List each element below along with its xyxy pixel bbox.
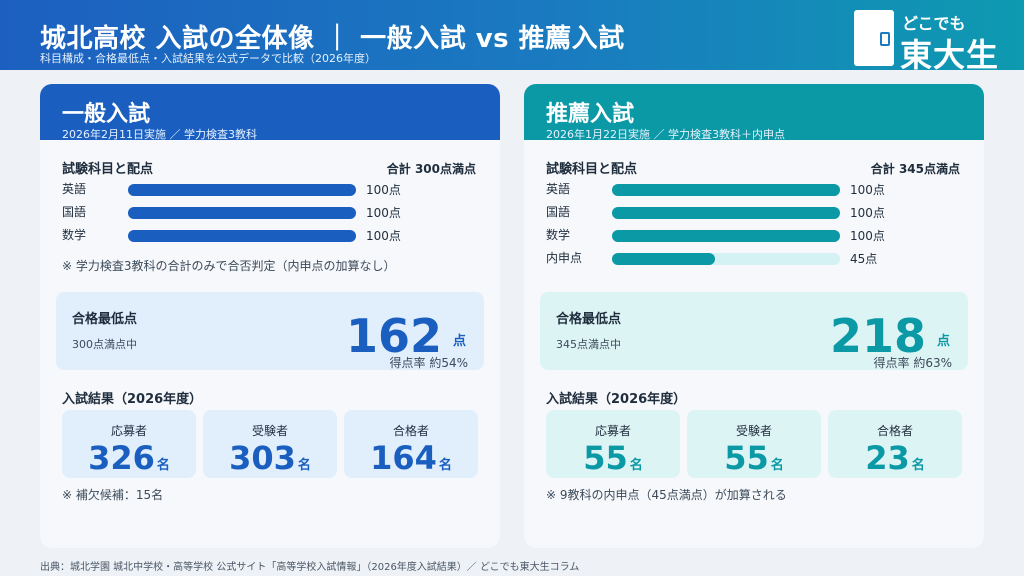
subject-bar-fill — [128, 230, 356, 242]
min-score-value: 162 — [345, 309, 442, 363]
subject-score: 100点 — [366, 229, 401, 243]
header-banner: 城北高校 入試の全体像 ｜ 一般入試 vs 推薦入試 科目構成・合格最低点・入試… — [0, 0, 1024, 74]
general-min-score-box: 合格最低点 300点満点中 162 点 得点率 約54% — [56, 292, 484, 370]
subject-bar-track — [128, 207, 356, 219]
subject-score: 45点 — [850, 252, 878, 266]
subject-row: 国語 100点 — [546, 203, 966, 221]
stat-applicants: 応募者 55 名 — [546, 410, 680, 478]
logo-text-bottom: 東大生 — [900, 36, 1000, 74]
subject-score: 100点 — [850, 229, 885, 243]
min-score-value: 218 — [829, 309, 926, 363]
stat-unit: 名 — [156, 458, 170, 473]
general-card-meta: 2026年2月11日実施 ／ 学力検査3教科 — [62, 128, 257, 141]
subject-row: 数学 100点 — [62, 226, 482, 244]
stat-label: 合格者 — [876, 424, 913, 438]
min-score-unit: 点 — [936, 334, 950, 349]
site-logo[interactable]: どこでも 東大生 — [852, 8, 1020, 74]
general-subjects-label: 試験科目と配点 — [62, 162, 154, 177]
stat-unit: 名 — [438, 458, 452, 473]
min-score-label: 合格最低点 — [556, 312, 622, 327]
subject-bar-fill — [128, 207, 356, 219]
subject-score: 100点 — [850, 206, 885, 220]
subject-row: 内申点 45点 — [546, 249, 966, 267]
stat-label: 受験者 — [735, 424, 772, 438]
subject-bar-fill — [612, 207, 840, 219]
subject-row: 英語 100点 — [62, 180, 482, 198]
recommend-exam-card: 推薦入試 2026年1月22日実施 ／ 学力検査3教科＋内申点 試験科目と配点 … — [524, 84, 984, 548]
subject-score: 100点 — [366, 183, 401, 197]
general-results-note: ※ 補欠候補：15名 — [62, 488, 164, 502]
stat-value: 164 — [370, 439, 437, 477]
min-score-rate: 得点率 約63% — [873, 356, 953, 370]
subject-name: 英語 — [546, 182, 571, 196]
subject-bar-track — [612, 184, 840, 196]
stat-unit: 名 — [629, 458, 643, 473]
subject-score: 100点 — [366, 206, 401, 220]
subject-bar-track — [612, 230, 840, 242]
book-icon — [854, 10, 894, 66]
logo-text-top: どこでも — [902, 14, 966, 33]
subject-score: 100点 — [850, 183, 885, 197]
recommend-card-meta: 2026年1月22日実施 ／ 学力検査3教科＋内申点 — [546, 128, 785, 141]
subject-bar-fill — [612, 184, 840, 196]
subject-name: 内申点 — [546, 251, 583, 265]
stat-passers: 合格者 164 名 — [344, 410, 478, 478]
general-results-label: 入試結果（2026年度） — [62, 392, 203, 407]
stat-label: 応募者 — [594, 424, 631, 438]
subject-name: 国語 — [62, 205, 87, 219]
general-exam-card: 一般入試 2026年2月11日実施 ／ 学力検査3教科 試験科目と配点 合計 3… — [40, 84, 500, 548]
stat-unit: 名 — [297, 458, 311, 473]
stat-label: 応募者 — [110, 424, 147, 438]
stat-passers: 合格者 23 名 — [828, 410, 962, 478]
subject-row: 英語 100点 — [546, 180, 966, 198]
stat-value: 326 — [88, 439, 155, 477]
recommend-subjects-label: 試験科目と配点 — [546, 162, 638, 177]
subject-bar-fill — [612, 253, 715, 265]
min-score-label: 合格最低点 — [72, 312, 138, 327]
subject-bar-fill — [612, 230, 840, 242]
min-score-unit: 点 — [452, 334, 466, 349]
min-score-sub: 345点満点中 — [556, 338, 621, 351]
subject-row: 国語 100点 — [62, 203, 482, 221]
subject-name: 国語 — [546, 205, 571, 219]
stat-unit: 名 — [911, 458, 925, 473]
min-score-sub: 300点満点中 — [72, 338, 137, 351]
recommend-card-header: 推薦入試 2026年1月22日実施 ／ 学力検査3教科＋内申点 — [524, 84, 984, 141]
min-score-rate: 得点率 約54% — [389, 356, 469, 370]
stat-value: 55 — [583, 439, 628, 477]
subject-bar-track — [612, 253, 840, 265]
stat-unit: 名 — [770, 458, 784, 473]
general-card-title: 一般入試 — [62, 102, 151, 127]
recommend-results-label: 入試結果（2026年度） — [546, 392, 687, 407]
subject-name: 数学 — [546, 228, 571, 242]
stat-label: 合格者 — [392, 424, 429, 438]
subject-row: 数学 100点 — [546, 226, 966, 244]
recommend-card-title: 推薦入試 — [546, 102, 635, 127]
subject-name: 数学 — [62, 228, 87, 242]
page-title: 城北高校 入試の全体像 ｜ 一般入試 vs 推薦入試 — [40, 24, 625, 54]
page-subtitle: 科目構成・合格最低点・入試結果を公式データで比較（2026年度） — [40, 52, 376, 65]
general-total-score: 合計 300点満点 — [386, 162, 476, 176]
recommend-total-score: 合計 345点満点 — [870, 162, 960, 176]
stat-value: 23 — [865, 439, 910, 477]
stat-value: 55 — [724, 439, 769, 477]
general-card-header: 一般入試 2026年2月11日実施 ／ 学力検査3教科 — [40, 84, 500, 141]
source-footer: 出典：城北学園 城北中学校・高等学校 公式サイト「高等学校入試情報」（2026年… — [40, 562, 580, 573]
subject-bar-fill — [128, 184, 356, 196]
subject-name: 英語 — [62, 182, 87, 196]
stat-label: 受験者 — [251, 424, 288, 438]
stat-examinees: 受験者 303 名 — [203, 410, 337, 478]
recommend-results-note: ※ 9教科の内申点（45点満点）が加算される — [546, 488, 787, 502]
subject-bar-track — [128, 184, 356, 196]
recommend-min-score-box: 合格最低点 345点満点中 218 点 得点率 約63% — [540, 292, 968, 370]
general-subjects-note: ※ 学力検査3教科の合計のみで合否判定（内申点の加算なし） — [62, 259, 396, 273]
stat-value: 303 — [229, 439, 296, 477]
subject-bar-track — [612, 207, 840, 219]
stat-applicants: 応募者 326 名 — [62, 410, 196, 478]
stat-examinees: 受験者 55 名 — [687, 410, 821, 478]
subject-bar-track — [128, 230, 356, 242]
